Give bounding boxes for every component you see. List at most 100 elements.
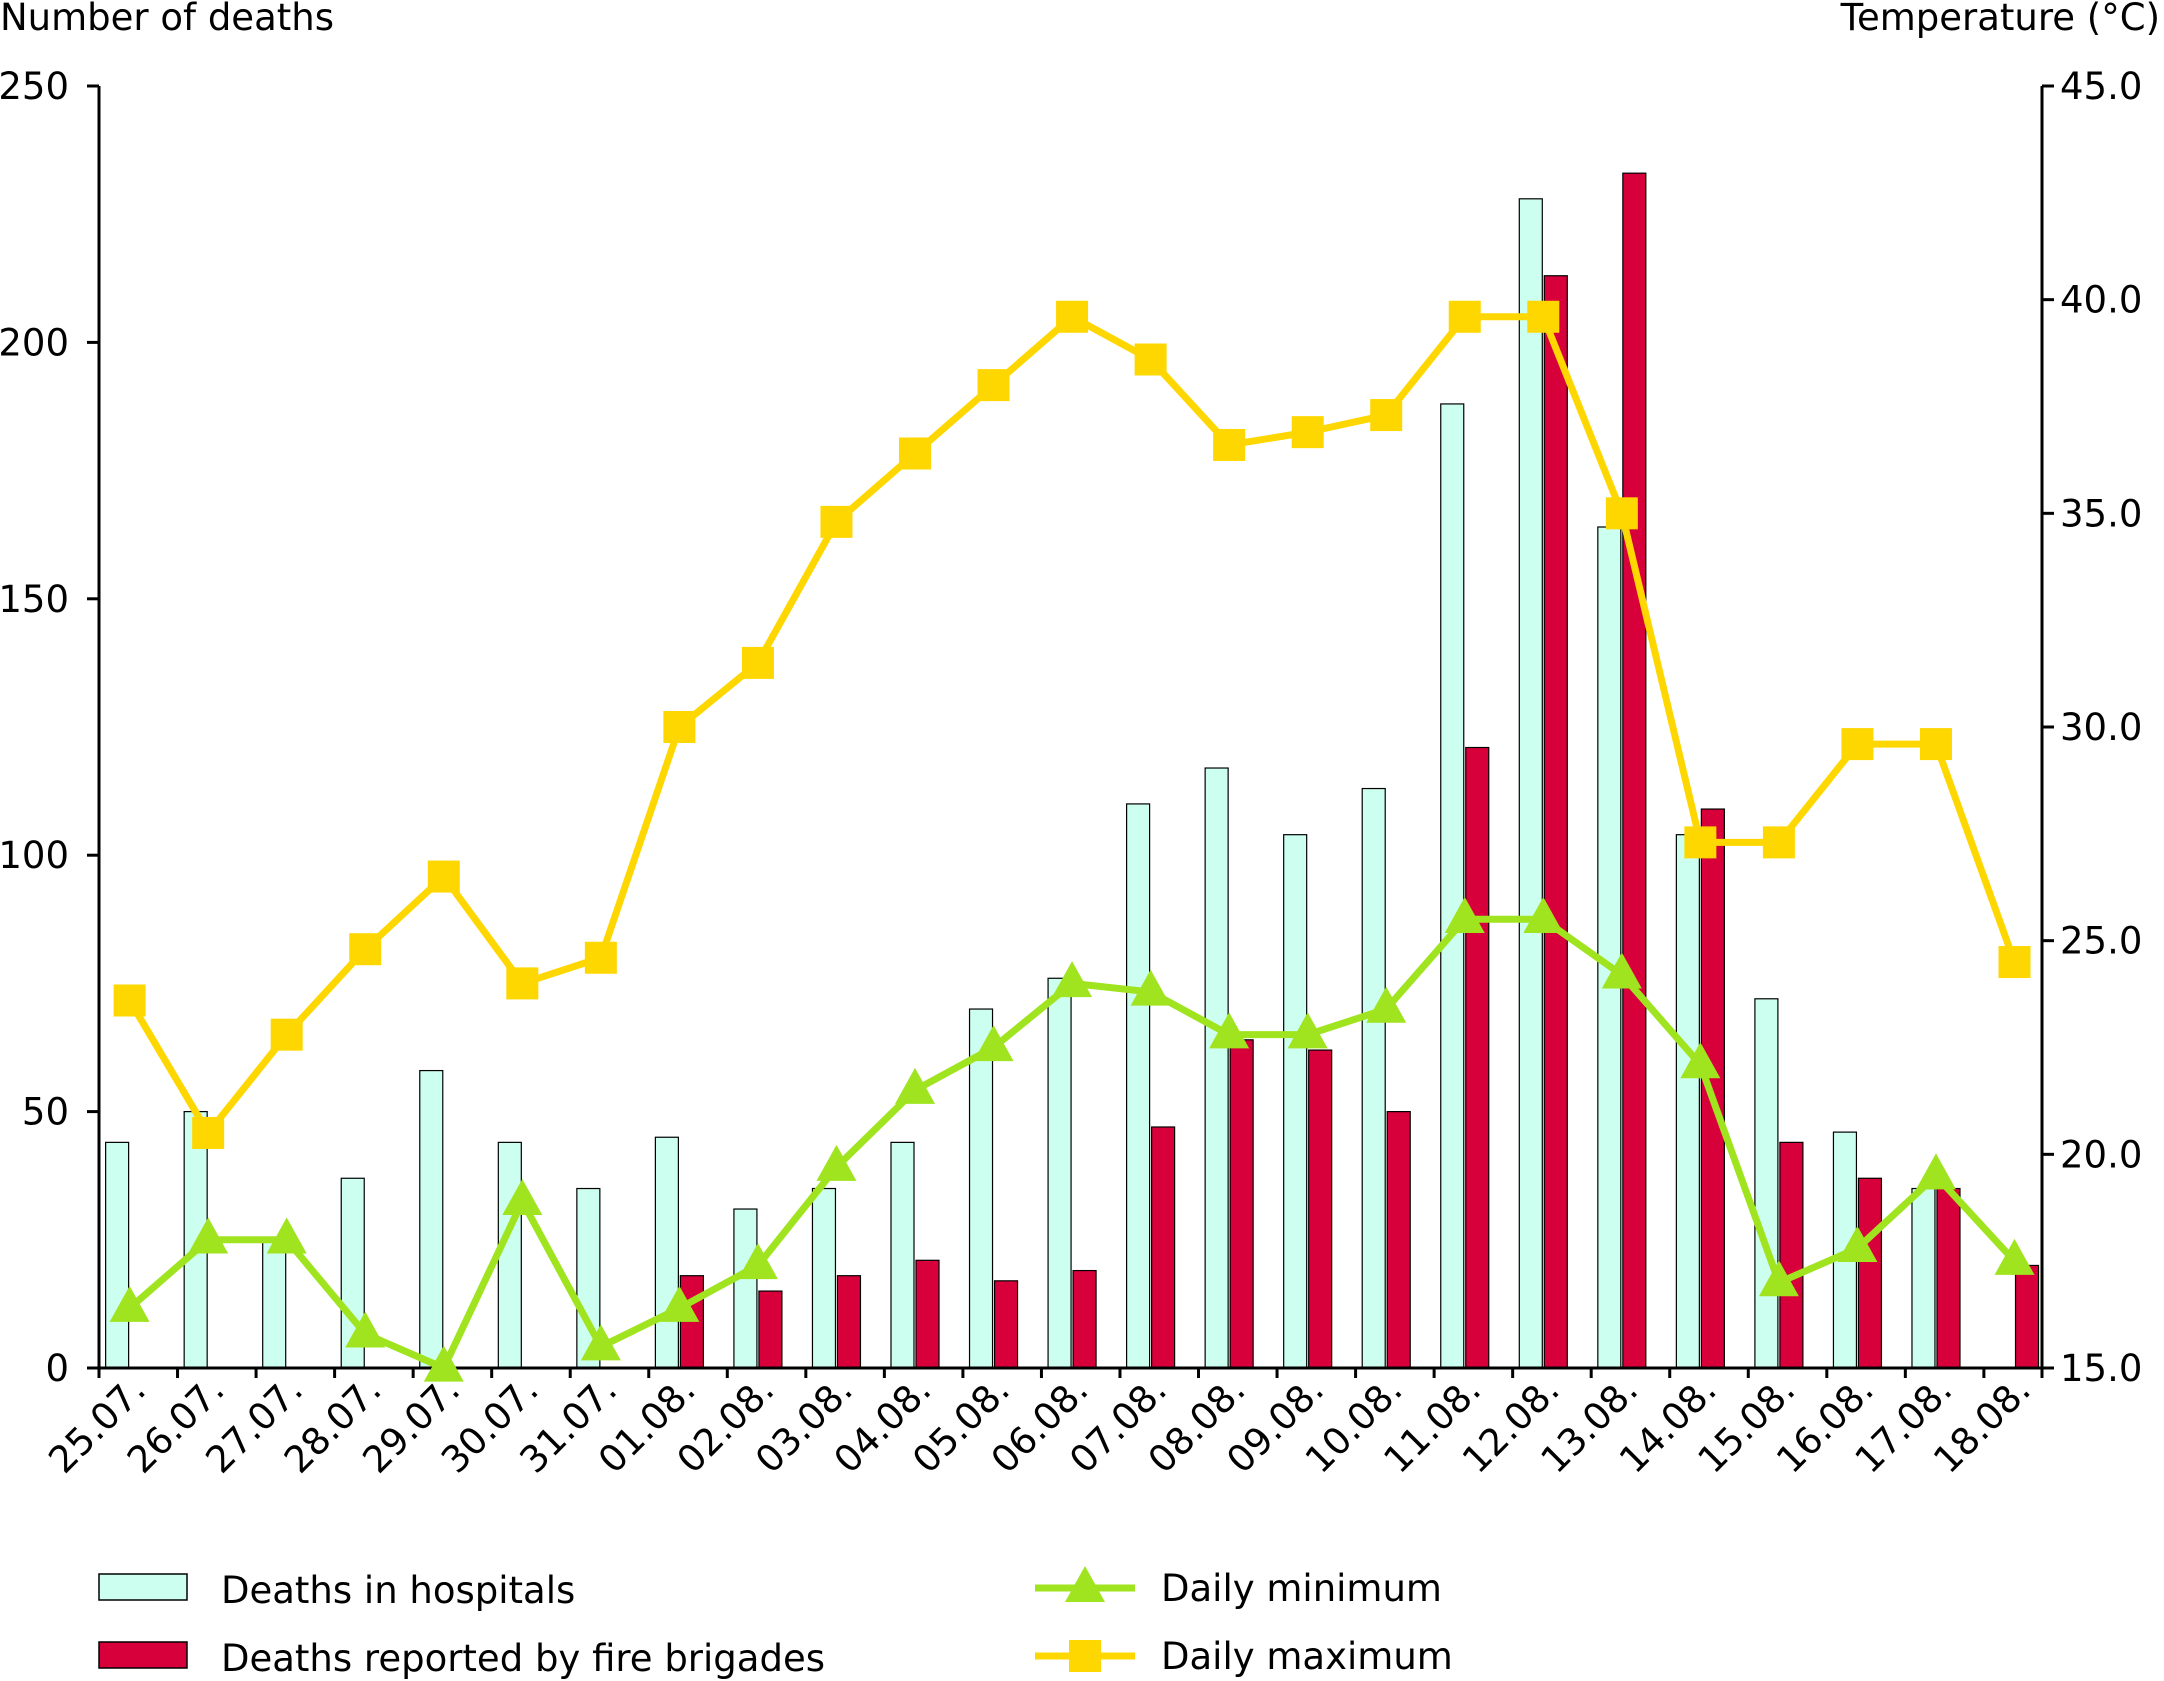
fire-brigade-death-bar xyxy=(836,1275,862,1369)
hospital-death-bar xyxy=(419,1069,444,1369)
daily-maximum-line xyxy=(126,313,2018,1137)
daily-minimum-marker xyxy=(1052,961,1093,998)
daily-maximum-marker xyxy=(1684,826,1717,859)
legend-label: Daily minimum xyxy=(1161,1567,1442,1610)
left-tick-label: 50 xyxy=(22,1091,69,1134)
fire-brigade-death-bar xyxy=(758,1290,783,1369)
right-tick-label: 30.0 xyxy=(2060,706,2142,749)
daily-maximum-marker xyxy=(1762,826,1795,859)
daily-maximum-marker xyxy=(741,646,774,679)
daily-maximum-marker xyxy=(1056,300,1089,333)
daily-maximum-marker xyxy=(1919,728,1952,761)
hospital-death-bar xyxy=(1126,803,1151,1369)
daily-maximum-marker xyxy=(1605,497,1638,530)
hospital-death-bar xyxy=(1283,834,1308,1369)
fire-brigade-death-bar xyxy=(1543,275,1568,1369)
right-tick-label: 40.0 xyxy=(2060,279,2142,322)
left-tick-label: 150 xyxy=(0,578,69,621)
legend-triangle-marker xyxy=(1065,1566,1105,1602)
fire-brigade-death-bar xyxy=(1229,1039,1254,1369)
hospital-death-bar xyxy=(1204,767,1229,1369)
left-tick-label: 200 xyxy=(0,321,69,364)
right-tick-label: 20.0 xyxy=(2060,1133,2142,1176)
fire-brigade-death-bar xyxy=(915,1259,940,1369)
daily-maximum-marker xyxy=(427,860,460,893)
fire-brigade-death-bar xyxy=(1936,1187,1961,1369)
daily-maximum-marker xyxy=(584,941,617,974)
daily-maximum-marker xyxy=(1370,399,1403,432)
fire-brigade-death-bar xyxy=(1857,1177,1883,1369)
hospital-death-bar xyxy=(1597,526,1622,1369)
plot-area: 0 50 100 150 200 250 15.0 20.0 25.0 30.0 35.0 40.0 4… xyxy=(0,65,2142,1680)
daily-minimum-marker xyxy=(1837,1226,1878,1263)
daily-minimum-marker xyxy=(580,1324,621,1361)
right-tick-label: 45.0 xyxy=(2060,65,2142,108)
hospital-death-bar xyxy=(890,1141,915,1369)
daily-maximum-marker xyxy=(1213,428,1246,461)
daily-minimum-marker xyxy=(188,1217,229,1254)
daily-maximum-marker xyxy=(977,369,1010,402)
hospital-death-bar xyxy=(1518,198,1543,1369)
daily-minimum-marker xyxy=(1209,1012,1250,1049)
daily-maximum-marker xyxy=(1134,343,1167,376)
daily-minimum-marker xyxy=(1680,1042,1721,1079)
left-tick-label: 0 xyxy=(45,1347,69,1390)
hospital-death-bar xyxy=(105,1141,130,1369)
legend-label: Daily maximum xyxy=(1161,1635,1453,1678)
hospital-death-bar xyxy=(1361,787,1386,1369)
hospital-death-bar xyxy=(262,1239,287,1369)
daily-minimum-marker xyxy=(1601,952,1642,989)
daily-minimum-marker xyxy=(1915,1153,1956,1190)
hospital-death-bar xyxy=(1911,1187,1936,1369)
daily-minimum-marker xyxy=(1130,969,1171,1006)
daily-maximum-marker xyxy=(270,1018,303,1051)
left-tick-label: 100 xyxy=(0,834,69,877)
daily-minimum-marker xyxy=(266,1217,307,1254)
fire-brigade-death-bar xyxy=(993,1280,1019,1369)
hospital-death-bar xyxy=(1440,403,1465,1369)
daily-minimum-marker xyxy=(737,1243,778,1280)
fire-brigade-death-bar xyxy=(1700,808,1725,1369)
daily-minimum-marker xyxy=(1994,1238,2035,1275)
right-tick-label: 25.0 xyxy=(2060,920,2142,963)
hospital-death-bar xyxy=(1675,834,1700,1369)
daily-maximum-marker xyxy=(113,984,146,1017)
daily-maximum-marker xyxy=(898,437,931,470)
hospital-death-bar xyxy=(1754,998,1779,1369)
daily-minimum-marker xyxy=(1523,896,1564,933)
right-axis-title: Temperature (°C) xyxy=(1840,0,2160,39)
daily-minimum-marker xyxy=(502,1179,543,1216)
fire-brigade-death-bar xyxy=(1151,1126,1176,1369)
daily-minimum-marker xyxy=(894,1067,935,1104)
fire-brigade-death-bar xyxy=(1622,172,1647,1369)
hospital-death-bar xyxy=(968,1008,994,1369)
legend-swatch xyxy=(98,1573,188,1601)
daily-maximum-marker xyxy=(349,933,382,966)
daily-maximum-marker xyxy=(1527,300,1560,333)
daily-minimum-marker xyxy=(423,1345,464,1382)
daily-minimum-marker xyxy=(1366,986,1407,1023)
legend-square-marker xyxy=(1069,1640,1101,1672)
daily-maximum-marker xyxy=(192,1116,225,1149)
legend-label: Deaths reported by fire brigades xyxy=(221,1637,825,1680)
fire-brigade-death-bar xyxy=(1779,1141,1804,1369)
fire-brigade-death-bar xyxy=(1308,1049,1333,1369)
daily-maximum-marker xyxy=(1448,300,1481,333)
daily-minimum-marker xyxy=(816,1144,857,1181)
fire-brigade-death-bar xyxy=(1072,1269,1097,1369)
hospital-death-bar xyxy=(811,1187,837,1369)
hospital-death-bar xyxy=(733,1208,758,1369)
daily-minimum-marker xyxy=(1758,1260,1799,1297)
daily-maximum-marker xyxy=(1291,416,1324,449)
hospital-death-bar xyxy=(497,1141,522,1369)
daily-minimum-marker xyxy=(973,1025,1014,1062)
daily-maximum-marker xyxy=(1998,946,2031,979)
daily-minimum-marker xyxy=(659,1285,700,1322)
right-tick-label: 35.0 xyxy=(2060,492,2142,535)
hospital-death-bar xyxy=(1047,977,1072,1369)
fire-brigade-death-bar xyxy=(2014,1264,2040,1369)
daily-minimum-marker xyxy=(1287,1012,1328,1049)
fire-brigade-death-bar xyxy=(1386,1110,1411,1369)
daily-maximum-marker xyxy=(663,711,696,743)
